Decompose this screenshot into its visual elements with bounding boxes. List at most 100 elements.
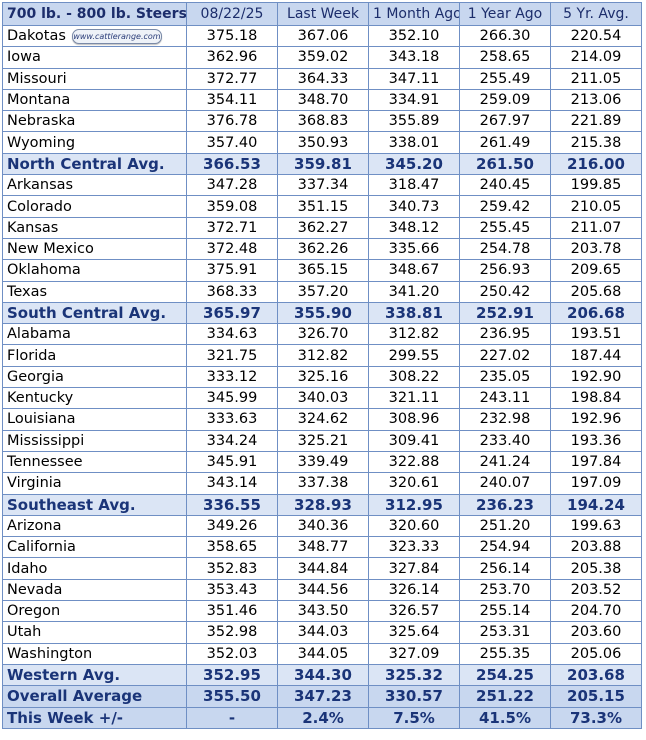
price-cell-current: - <box>186 706 278 729</box>
price-cell-year-ago: 236.23 <box>459 493 551 516</box>
row-label-cell: Dakotas www.cattlerange.com <box>2 24 187 48</box>
price-cell-last-week: 348.70 <box>277 88 369 112</box>
price-cell-year-ago: 254.78 <box>459 237 551 261</box>
price-cell-last-week: 325.21 <box>277 429 369 452</box>
price-cell-month-ago: 323.33 <box>368 536 460 559</box>
header-last-week: Last Week <box>277 2 369 26</box>
price-cell-year-ago: 255.14 <box>459 600 551 623</box>
price-cell-five-yr-avg: 214.09 <box>550 46 642 69</box>
row-label-cell: Alabama <box>2 323 187 346</box>
row-label: Dakotas <box>7 28 66 45</box>
price-cell-current: 352.03 <box>186 642 278 665</box>
price-cell-year-ago: 41.5% <box>459 706 551 729</box>
price-cell-five-yr-avg: 203.78 <box>550 237 642 261</box>
row-label-cell: Oregon <box>2 600 187 623</box>
price-cell-year-ago: 236.95 <box>459 323 551 346</box>
price-cell-five-yr-avg: 193.51 <box>550 323 642 346</box>
price-cell-month-ago: 320.61 <box>368 472 460 495</box>
price-cell-month-ago: 334.91 <box>368 88 460 112</box>
row-label-cell: South Central Avg. <box>2 301 187 325</box>
price-cell-five-yr-avg: 197.84 <box>550 450 642 474</box>
price-cell-year-ago: 266.30 <box>459 24 551 48</box>
price-cell-current: 359.08 <box>186 195 278 218</box>
price-cell-five-yr-avg: 205.68 <box>550 280 642 303</box>
price-cell-last-week: 344.84 <box>277 557 369 580</box>
price-cell-year-ago: 255.45 <box>459 216 551 239</box>
price-cell-five-yr-avg: 197.09 <box>550 472 642 495</box>
row-label-cell: Louisiana <box>2 408 187 431</box>
steer-price-table: 700 lb. - 800 lb. Steers 08/22/25 Last W… <box>2 2 642 729</box>
row-label-cell: Southeast Avg. <box>2 493 187 516</box>
region-average-row: Western Avg. 352.95 344.30 325.32 254.25 203.… <box>2 663 642 687</box>
price-cell-year-ago: 241.24 <box>459 450 551 474</box>
price-cell-five-yr-avg: 203.60 <box>550 621 642 644</box>
price-cell-last-week: 337.38 <box>277 472 369 495</box>
price-cell-five-yr-avg: 210.05 <box>550 195 642 218</box>
price-cell-month-ago: 325.64 <box>368 621 460 644</box>
price-cell-five-yr-avg: 73.3% <box>550 706 642 729</box>
price-cell-five-yr-avg: 211.05 <box>550 67 642 90</box>
price-cell-five-yr-avg: 198.84 <box>550 387 642 410</box>
price-cell-last-week: 347.23 <box>277 685 369 708</box>
table-row: Tennessee 345.91 339.49 322.88 241.24 197.84 <box>2 450 642 474</box>
table-row: Kansas 372.71 362.27 348.12 255.45 211.07 <box>2 216 642 239</box>
header-5-yr-avg: 5 Yr. Avg. <box>550 2 642 26</box>
summary-row: This Week +/- -2.4% 7.5% 41.5% 73.3% <box>2 706 642 729</box>
price-cell-five-yr-avg: 221.89 <box>550 110 642 133</box>
price-cell-last-week: 365.15 <box>277 259 369 282</box>
region-average-row: North Central Avg. 366.53 359.81 345.20 261.… <box>2 152 642 176</box>
row-label-cell: Overall Average <box>2 685 187 708</box>
price-cell-five-yr-avg: 205.06 <box>550 642 642 665</box>
price-cell-last-week: 344.03 <box>277 621 369 644</box>
price-cell-five-yr-avg: 205.38 <box>550 557 642 580</box>
row-label-cell: Montana <box>2 88 187 112</box>
price-cell-current: 334.24 <box>186 429 278 452</box>
price-cell-month-ago: 330.57 <box>368 685 460 708</box>
table-row: Nevada 353.43 344.56 326.14 253.70 203.52 <box>2 578 642 602</box>
price-cell-last-week: 357.20 <box>277 280 369 303</box>
price-cell-current: 372.71 <box>186 216 278 239</box>
header-weight-class: 700 lb. - 800 lb. Steers <box>2 2 187 26</box>
table-row: Alabama 334.63 326.70 312.82 236.95 193.51 <box>2 323 642 346</box>
price-cell-month-ago: 312.82 <box>368 323 460 346</box>
table-row: New Mexico 372.48 362.26 335.66 254.78 203.78 <box>2 237 642 261</box>
row-label-cell: North Central Avg. <box>2 152 187 176</box>
price-cell-year-ago: 240.07 <box>459 472 551 495</box>
table-row: Montana 354.11 348.70 334.91 259.09 213.06 <box>2 88 642 112</box>
header-1-year-ago: 1 Year Ago <box>459 2 551 26</box>
price-cell-current: 375.18 <box>186 24 278 48</box>
price-cell-five-yr-avg: 215.38 <box>550 131 642 154</box>
row-label-cell: Utah <box>2 621 187 644</box>
price-cell-year-ago: 254.94 <box>459 536 551 559</box>
table-row: California 358.65 348.77 323.33 254.94 203.88 <box>2 536 642 559</box>
price-cell-year-ago: 252.91 <box>459 301 551 325</box>
row-label-cell: Georgia <box>2 365 187 389</box>
price-cell-last-week: 368.83 <box>277 110 369 133</box>
price-cell-year-ago: 261.50 <box>459 152 551 176</box>
row-label-cell: Washington <box>2 642 187 665</box>
price-cell-month-ago: 340.73 <box>368 195 460 218</box>
price-cell-year-ago: 227.02 <box>459 344 551 367</box>
price-cell-year-ago: 256.14 <box>459 557 551 580</box>
price-cell-year-ago: 253.31 <box>459 621 551 644</box>
price-cell-month-ago: 348.67 <box>368 259 460 282</box>
price-cell-year-ago: 259.09 <box>459 88 551 112</box>
table-row: Nebraska 376.78 368.83 355.89 267.97 221.89 <box>2 110 642 133</box>
price-cell-current: 372.48 <box>186 237 278 261</box>
price-cell-last-week: 328.93 <box>277 493 369 516</box>
price-cell-month-ago: 326.14 <box>368 578 460 602</box>
table-row: Washington 352.03 344.05 327.09 255.35 205.06 <box>2 642 642 665</box>
price-cell-month-ago: 348.12 <box>368 216 460 239</box>
price-cell-month-ago: 355.89 <box>368 110 460 133</box>
price-cell-five-yr-avg: 220.54 <box>550 24 642 48</box>
row-label-cell: Virginia <box>2 472 187 495</box>
table-row: Oklahoma 375.91 365.15 348.67 256.93 209.65 <box>2 259 642 282</box>
price-cell-last-week: 344.56 <box>277 578 369 602</box>
price-cell-month-ago: 308.96 <box>368 408 460 431</box>
table-row: Oregon 351.46 343.50 326.57 255.14 204.70 <box>2 600 642 623</box>
website-link-badge[interactable]: www.cattlerange.com <box>71 28 162 44</box>
price-cell-last-week: 355.90 <box>277 301 369 325</box>
price-cell-current: 365.97 <box>186 301 278 325</box>
price-cell-current: 345.99 <box>186 387 278 410</box>
price-cell-month-ago: 326.57 <box>368 600 460 623</box>
